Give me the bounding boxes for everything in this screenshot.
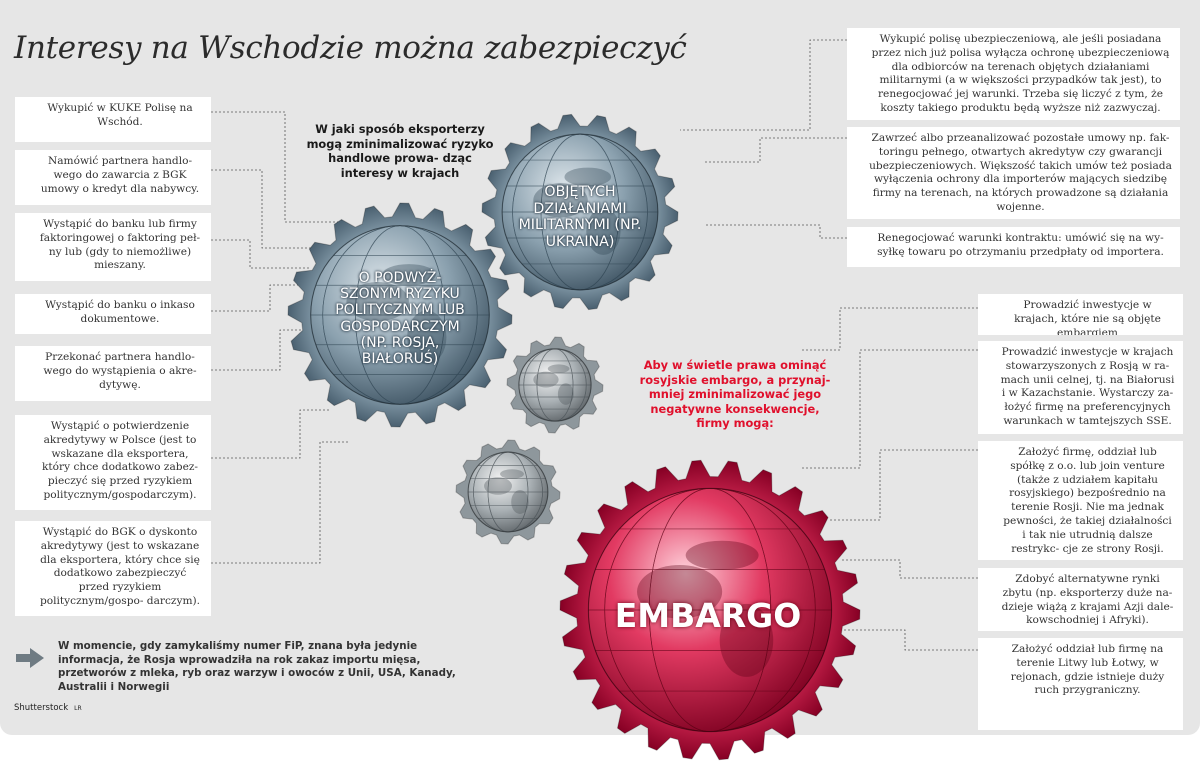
military-gear <box>481 113 679 311</box>
left-item-3: Wystąpić do banku lub firmy faktoringowe… <box>15 213 211 281</box>
credit-author: LR <box>74 705 82 712</box>
left-item-7: Wystąpić do BGK o dyskonto akredytywy (j… <box>15 521 211 616</box>
embargo-item-2-text: Prowadzić inwestycje w krajach stowarzys… <box>1000 346 1175 427</box>
left-item-1: Wykupić w KUKE Polisę na Wschód. <box>15 97 211 142</box>
small-gear-top <box>506 336 604 434</box>
embargo-item-4-text: Zdobyć alternatywne rynki zbytu (np. eks… <box>1001 573 1174 627</box>
page-title: Interesy na Wschodzie można zabezpieczyć <box>14 30 687 66</box>
embargo-item-5-text: Założyć oddział lub firmę na terenie Lit… <box>1010 643 1165 697</box>
footnote: W momencie, gdy zamykaliśmy numer FiP, z… <box>58 640 456 693</box>
embargo-item-1-text: Prowadzić inwestycje w krajach, które ni… <box>1014 299 1161 335</box>
main-question: W jaki sposób eksporterzy mogą zminimali… <box>306 122 494 180</box>
left-item-4-text: Wystąpić do banku o inkaso dokumentowe. <box>45 299 195 325</box>
left-item-5: Przekonać partnera handlo- wego do wystą… <box>15 346 211 401</box>
left-item-4: Wystąpić do banku o inkaso dokumentowe. <box>15 294 211 334</box>
small-gear-bottom <box>455 439 561 545</box>
right-item-1-text: Wykupić polisę ubezpieczeniową, ale jeśl… <box>871 33 1170 114</box>
right-item-3: Renegocjować warunki kontraktu: umówić s… <box>847 227 1180 267</box>
right-item-2-text: Zawrzeć albo przeanalizować pozostałe um… <box>869 132 1172 213</box>
embargo-item-2: Prowadzić inwestycje w krajach stowarzys… <box>978 341 1183 434</box>
photo-credit: Shutterstock LR <box>14 703 82 713</box>
risk-gear <box>287 202 513 428</box>
embargo-item-5: Założyć oddział lub firmę na terenie Lit… <box>978 638 1183 730</box>
risk-gear-label: O PODWYŻ- SZONYM RYZYKU POLITYCZNYM LUB … <box>335 270 465 368</box>
embargo-item-1: Prowadzić inwestycje w krajach, które ni… <box>978 294 1183 335</box>
right-item-2: Zawrzeć albo przeanalizować pozostałe um… <box>847 127 1180 219</box>
right-item-1: Wykupić polisę ubezpieczeniową, ale jeśl… <box>847 28 1180 120</box>
left-item-7-text: Wystąpić do BGK o dyskonto akredytywy (j… <box>39 526 201 607</box>
credit-source: Shutterstock <box>14 703 69 713</box>
left-item-1-text: Wykupić w KUKE Polisę na Wschód. <box>47 102 193 128</box>
embargo-gear-label: EMBARGO <box>614 596 802 635</box>
embargo-item-3: Założyć firmę, oddział lub spółkę z o.o.… <box>978 441 1183 560</box>
embargo-item-3-text: Założyć firmę, oddział lub spółkę z o.o.… <box>1003 446 1172 555</box>
left-item-6: Wystąpić o potwierdzenie akredytywy w Po… <box>15 415 211 510</box>
connector-lines-right <box>680 39 978 651</box>
left-item-2-text: Namówić partnera handlo- wego do zawarci… <box>40 155 200 195</box>
military-gear-label: OBJĘTYCH DZIAŁANIAMI MILITARNYMI (NP. UK… <box>518 184 642 250</box>
arrow-right-icon <box>16 648 44 668</box>
right-item-3-text: Renegocjować warunki kontraktu: umówić s… <box>877 232 1164 258</box>
connector-lines-left <box>211 111 350 564</box>
embargo-question: Aby w świetle prawa ominąć rosyjskie emb… <box>639 358 831 430</box>
embargo-gear <box>559 459 861 761</box>
left-item-5-text: Przekonać partnera handlo- wego do wystą… <box>43 351 197 391</box>
left-item-3-text: Wystąpić do banku lub firmy faktoringowe… <box>39 218 201 272</box>
embargo-item-4: Zdobyć alternatywne rynki zbytu (np. eks… <box>978 568 1183 631</box>
left-item-2: Namówić partnera handlo- wego do zawarci… <box>15 150 211 205</box>
left-item-6-text: Wystąpić o potwierdzenie akredytywy w Po… <box>41 420 199 501</box>
